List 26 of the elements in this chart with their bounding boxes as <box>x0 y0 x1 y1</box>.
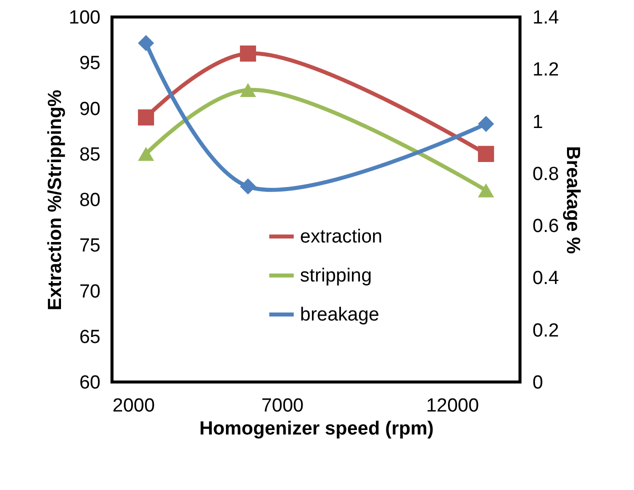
y-tick-label: 85 <box>79 144 100 166</box>
y2-tick-label: 1.2 <box>532 60 559 81</box>
y-tick-label: 75 <box>79 236 100 257</box>
y2-tick-label: 1.4 <box>532 8 560 28</box>
y-tick-label: 90 <box>79 98 100 120</box>
legend-label: breakage <box>300 304 380 326</box>
x-tick-label: 2000 <box>112 396 155 416</box>
y2-tick-label: 0 <box>532 372 544 394</box>
y2-tick-label: 0.2 <box>532 320 559 342</box>
y-axis-title: Extraction %/Stripping% <box>44 90 66 310</box>
x-tick-label: 12000 <box>426 396 479 416</box>
y-tick-label: 95 <box>79 53 100 74</box>
y2-tick-label: 1 <box>532 112 544 133</box>
y-tick-label: 65 <box>79 326 100 348</box>
legend-label: stripping <box>300 266 372 286</box>
y-tick-label: 70 <box>79 281 100 302</box>
x-axis-title: Homogenizer speed (rpm) <box>199 418 434 440</box>
y2-axis-title: Breakage % <box>562 146 583 254</box>
y2-tick-label: 0.8 <box>532 164 559 185</box>
y2-tick-label: 0.6 <box>532 216 559 238</box>
y2-tick-label: 0.4 <box>532 268 560 290</box>
y-tick-label: 80 <box>79 190 100 211</box>
y-tick-label: 100 <box>68 8 100 28</box>
legend-label: extraction <box>300 226 382 248</box>
x-tick-label: 7000 <box>261 396 304 416</box>
y-tick-label: 60 <box>79 372 100 394</box>
